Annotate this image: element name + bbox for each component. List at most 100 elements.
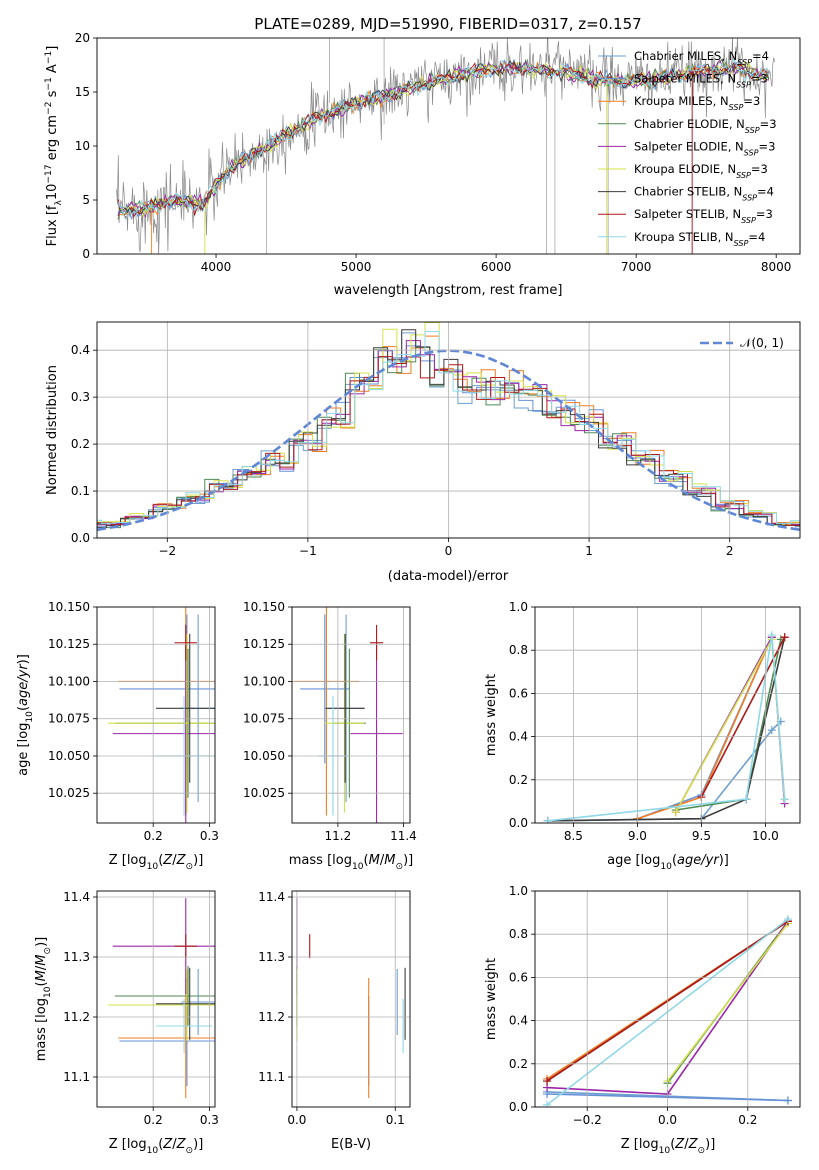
spectrum-x-axis-label: wavelength [Angstrom, rest frame]: [334, 283, 563, 298]
axes-frame: [96, 890, 216, 1108]
axes-frame: [534, 890, 801, 1108]
y-tick-label: 0: [82, 247, 90, 261]
mass-vs-ebv-x-axis-label: E(B-V): [331, 1137, 371, 1152]
y-tick-label: 0.4: [509, 1014, 528, 1028]
x-tick-label: 0.0: [658, 1113, 677, 1127]
x-tick-label: 0.2: [144, 1113, 163, 1127]
y-tick-label: 11.4: [258, 890, 285, 904]
age-vs-Z-x-axis-label: Z [log10(Z/Z⊙)]: [109, 853, 204, 872]
legend-entry: Salpeter ELODIE, NSSP=3: [634, 139, 775, 157]
axes-frame: [534, 606, 801, 824]
x-tick-label: 0.3: [200, 829, 219, 843]
legend-entry: Kroupa STELIB, NSSP=4: [634, 230, 765, 248]
x-tick-label: 2: [726, 544, 734, 558]
x-tick-label: 6000: [481, 260, 512, 274]
y-tick-label: 0.6: [509, 970, 528, 984]
x-tick-label: 0.2: [144, 829, 163, 843]
x-tick-label: 0: [445, 544, 453, 558]
spectrum-panel-plot-area: [116, 38, 775, 254]
x-tick-label: 11.2: [325, 829, 352, 843]
mass-weight-line: [666, 922, 789, 1082]
age-vs-mass-panel: 11.2 11.4 10.025 10.050 10.075 10.100 10.125 10…: [243, 600, 417, 872]
mass-weight-marker: [783, 915, 792, 924]
y-tick-label: 11.2: [63, 1010, 90, 1024]
y-tick-label: 0.4: [71, 343, 90, 357]
x-tick-label: −0.2: [573, 1113, 602, 1127]
x-tick-label: −2: [158, 544, 176, 558]
x-tick-label: 7000: [621, 260, 652, 274]
spectrum-y-axis-label: Flux [fλ10−17 erg cm−2 s−1 A−1]: [44, 46, 64, 247]
y-tick-label: 0.0: [71, 531, 90, 545]
weight-vs-age-x-axis-label: age [log10(age/yr)]: [607, 853, 729, 872]
y-tick-label: 10: [75, 139, 90, 153]
y-tick-label: 11.3: [258, 950, 285, 964]
y-tick-label: 1.0: [509, 884, 528, 898]
mass-weight-marker: [543, 1077, 552, 1086]
mass-weight-marker: [671, 808, 680, 817]
mass-weight-marker: [780, 633, 789, 642]
mass-weight-marker: [742, 795, 751, 804]
mass-weight-marker: [767, 726, 776, 735]
x-tick-label: 5000: [341, 260, 372, 274]
residuals-y-axis-label: Normed distribution: [45, 365, 60, 495]
axes-frame: [96, 606, 216, 824]
weight-vs-metallicity-panel: −0.2 0.0 0.2 0.0 0.2 0.4 0.6 0.8 1.0 Z [log10(Z/Z…: [484, 884, 801, 1156]
mass-weight-line: [700, 636, 786, 798]
weight-vs-age-panel: 8.5 9.0 9.5 10.0 0.0 0.2 0.4 0.6 0.8 1.0 age [log1…: [484, 600, 801, 872]
mass-vs-Z-y-axis-label: mass [log10(M/M⊙)]: [34, 937, 53, 1061]
weight-vs-age-y-axis-label: mass weight: [484, 674, 499, 756]
x-tick-label: 8000: [761, 260, 792, 274]
y-tick-label: 10.025: [48, 786, 90, 800]
residuals-x-axis-label: (data-model)/error: [388, 569, 509, 584]
x-tick-label: −1: [299, 544, 317, 558]
y-tick-label: 0.3: [71, 390, 90, 404]
legend-entry: Chabrier MILES, NSSP=4: [634, 49, 769, 67]
y-tick-label: 11.1: [258, 1070, 285, 1084]
legend-entry: Kroupa MILES, NSSP=3: [634, 94, 760, 112]
y-tick-label: 10.125: [48, 637, 90, 651]
y-tick-label: 10.050: [48, 749, 90, 763]
x-tick-label: 8.5: [564, 829, 583, 843]
legend-entry: Salpeter STELIB, NSSP=3: [634, 207, 773, 225]
y-tick-label: 0.8: [509, 927, 528, 941]
y-tick-label: 11.3: [63, 950, 90, 964]
y-tick-label: 0.2: [509, 773, 528, 787]
weight-vs-Z-y-axis-label: mass weight: [484, 958, 499, 1040]
spectrum-panel: 4000 5000 6000 7000 8000 0 5 10 15 20 wavelength […: [44, 31, 801, 298]
age-vs-metallicity-panel: 0.2 0.3 10.025 10.050 10.075 10.100 10.125 10.1…: [16, 600, 219, 872]
y-tick-label: 10.050: [243, 749, 285, 763]
x-tick-label: 9.5: [692, 829, 711, 843]
mass-weight-marker: [767, 631, 776, 640]
residual-histogram-step: [97, 331, 800, 524]
observed-spectrum-line: [116, 38, 775, 254]
x-tick-label: 11.4: [390, 829, 417, 843]
normal-legend-label: 𝒩(0, 1): [740, 336, 784, 350]
figure-title: PLATE=0289, MJD=51990, FIBERID=0317, z=0…: [254, 15, 641, 33]
mass-weight-marker: [543, 816, 552, 823]
mass-vs-ebv-panel: 0.0 0.1 11.1 11.2 11.3 11.4 E(B-V): [258, 890, 411, 1152]
legend-entry: Salpeter MILES, NSSP=3: [634, 72, 768, 90]
y-tick-label: 10.025: [243, 786, 285, 800]
age-vs-mass-x-axis-label: mass [log10(M/M⊙)]: [289, 853, 413, 872]
y-tick-label: 10.075: [243, 712, 285, 726]
axes-frame: [96, 37, 801, 255]
x-tick-label: 0.0: [287, 1113, 306, 1127]
y-tick-label: 11.4: [63, 890, 90, 904]
axes-frame: [96, 321, 801, 539]
age-vs-Z-y-axis-label: age [log10(age/yr)]: [16, 654, 35, 776]
x-tick-label: 0.1: [386, 1113, 405, 1127]
weight-vs-Z-x-axis-label: Z [log10(Z/Z⊙)]: [621, 1137, 716, 1156]
x-tick-label: 1: [585, 544, 593, 558]
y-tick-label: 10.150: [48, 600, 90, 614]
x-tick-label: 9.0: [628, 829, 647, 843]
y-tick-label: 10.125: [243, 637, 285, 651]
axes-frame: [291, 890, 411, 1108]
y-tick-label: 11.1: [63, 1070, 90, 1084]
x-tick-label: 10.0: [752, 829, 779, 843]
y-tick-label: 10.100: [48, 674, 90, 688]
axes-frame: [291, 606, 411, 824]
y-tick-label: 10.075: [48, 712, 90, 726]
legend-entry: Kroupa ELODIE, NSSP=3: [634, 162, 768, 180]
residuals-panel: −2 −1 0 1 2 0.0 0.1 0.2 0.3 0.4 𝒩(0, 1) (data-model…: [45, 321, 801, 584]
